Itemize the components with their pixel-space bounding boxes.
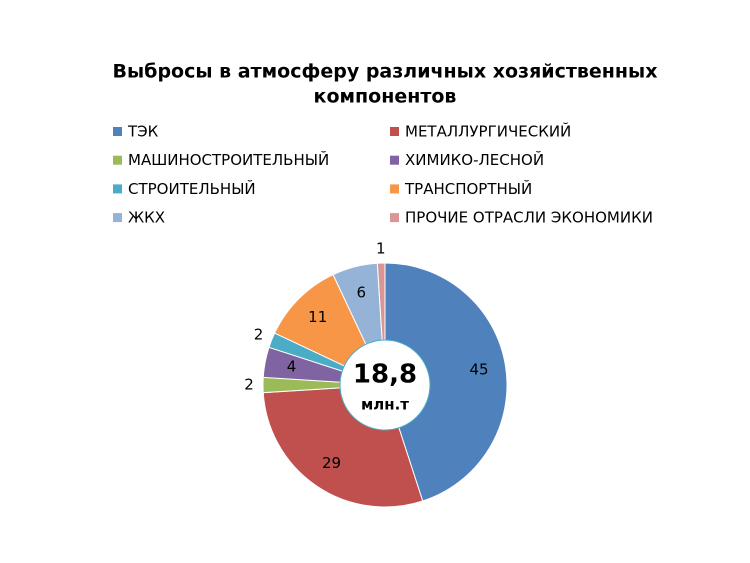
legend-marker [113, 155, 122, 165]
center-unit: млн.т [361, 396, 409, 414]
value-label: 4 [287, 358, 297, 376]
value-label: 45 [469, 361, 488, 379]
value-label: 29 [322, 454, 341, 472]
legend-label: ПРОЧИЕ ОТРАСЛИ ЭКОНОМИКИ [405, 209, 653, 227]
legend-label: ХИМИКО-ЛЕСНОЙ [405, 150, 544, 169]
value-label: 6 [357, 283, 367, 301]
legend-label: МЕТАЛЛУРГИЧЕСКИЙ [405, 122, 571, 141]
legend-marker [390, 184, 399, 194]
legend-marker [390, 213, 399, 223]
chart-title: Выбросы в атмосферу различных хозяйствен… [113, 61, 658, 83]
legend-marker [113, 213, 122, 223]
value-label: 2 [244, 376, 254, 394]
legend-label: ЖКХ [128, 209, 165, 227]
value-label: 11 [308, 308, 327, 326]
legend-label: МАШИНОСТРОИТЕЛЬНЫЙ [128, 150, 329, 169]
chart-title: компонентов [314, 86, 457, 108]
value-label: 2 [254, 325, 264, 343]
legend-label: СТРОИТЕЛЬНЫЙ [128, 179, 256, 198]
legend-marker [390, 127, 399, 136]
center-value: 18,8 [353, 360, 417, 390]
legend-marker [113, 184, 122, 194]
value-label: 1 [376, 240, 386, 258]
legend-marker [113, 127, 122, 136]
legend-marker [390, 155, 399, 165]
legend-label: ТЭК [127, 123, 159, 141]
center-circle [339, 339, 431, 431]
pie-slice [384, 262, 508, 502]
legend-label: ТРАНСПОРТНЫЙ [404, 179, 532, 198]
